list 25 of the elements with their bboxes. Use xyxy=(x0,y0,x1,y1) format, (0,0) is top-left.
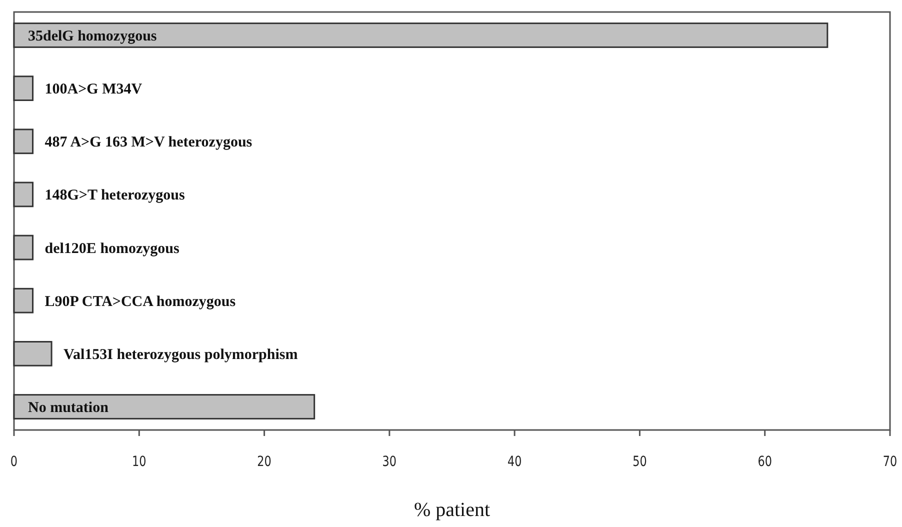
x-tick-label: 60 xyxy=(758,452,772,470)
x-tick-label: 10 xyxy=(132,452,146,470)
y-tick-label: Val153I heterozygous polymorphism xyxy=(64,346,298,363)
x-tick-label: 20 xyxy=(257,452,272,470)
y-tick-label: 100A>G M34V xyxy=(44,82,142,98)
bar xyxy=(13,76,34,102)
bar xyxy=(13,340,52,366)
bar xyxy=(13,394,316,420)
bar xyxy=(13,288,34,314)
x-tick-label: 0 xyxy=(10,452,18,470)
x-tick-label: 40 xyxy=(507,452,522,470)
y-tick-label: 487 A>G 163 M>V heterozygous xyxy=(44,134,252,151)
bar xyxy=(13,234,34,260)
x-tick-label: 70 xyxy=(882,452,898,470)
x-tick-label: 30 xyxy=(382,452,397,470)
y-tick-label: 35delG homozygous xyxy=(28,28,157,44)
y-tick-label: No mutation xyxy=(28,400,110,416)
bar xyxy=(13,128,34,154)
y-tick-label: del120E homozygous xyxy=(44,240,180,257)
x-tick-label: 50 xyxy=(632,452,647,470)
y-tick-label: L90P CTA>CCA homozygous xyxy=(44,294,236,310)
x-axis-title: % patient xyxy=(414,499,490,521)
bar xyxy=(13,182,34,208)
bar xyxy=(13,22,828,48)
y-tick-label: 148G>T heterozygous xyxy=(44,188,186,204)
